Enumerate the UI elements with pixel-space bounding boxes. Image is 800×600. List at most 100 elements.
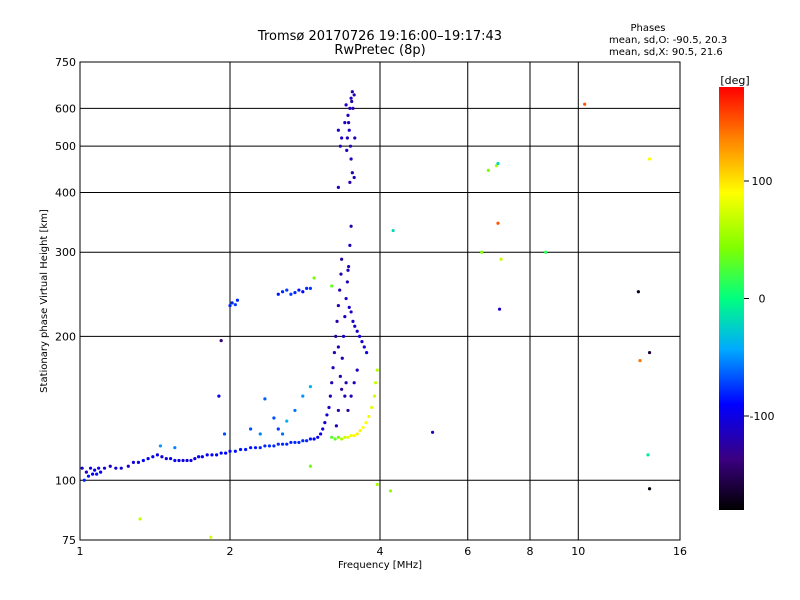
- data-point: [496, 161, 500, 166]
- data-point: [367, 414, 371, 419]
- data-point: [99, 470, 103, 474]
- grid-lines: [80, 62, 680, 540]
- data-point: [357, 334, 362, 338]
- data-point: [293, 290, 297, 295]
- data-point: [347, 264, 351, 269]
- data-point: [355, 329, 359, 333]
- data-point: [340, 356, 344, 360]
- data-point: [86, 474, 91, 478]
- data-point: [336, 303, 340, 308]
- chart-subtitle: RwPretec (8p): [334, 43, 425, 58]
- data-point: [91, 472, 95, 476]
- data-point: [244, 447, 248, 452]
- data-point: [372, 394, 377, 398]
- data-point: [319, 432, 323, 436]
- data-point: [238, 447, 243, 452]
- data-point: [345, 136, 349, 140]
- data-point: [355, 368, 359, 372]
- data-point: [263, 397, 267, 401]
- data-point: [249, 446, 253, 450]
- data-point: [583, 102, 587, 106]
- data-point: [334, 424, 338, 428]
- y-tick-label: 750: [55, 56, 76, 69]
- data-point: [84, 470, 88, 474]
- colorbar-ticks: 100 0 -100: [744, 175, 774, 423]
- y-tick-label: 200: [55, 330, 76, 343]
- data-point: [321, 427, 325, 431]
- data-point: [293, 440, 297, 445]
- data-point: [346, 268, 350, 272]
- data-point: [138, 517, 142, 521]
- stats-line-o: mean, sd,O: -90.5, 20.3: [609, 35, 727, 46]
- data-point: [338, 288, 342, 292]
- stats-heading: Phases: [630, 23, 665, 34]
- colorbar-tick-label: 100: [752, 175, 773, 188]
- data-point: [95, 472, 99, 476]
- x-tick-label: 8: [527, 545, 534, 558]
- data-point: [97, 466, 101, 470]
- data-point: [358, 429, 362, 433]
- data-point: [155, 453, 160, 457]
- data-point: [185, 458, 189, 463]
- data-point: [343, 435, 347, 439]
- data-point: [349, 157, 353, 161]
- data-point: [636, 290, 640, 294]
- data-point: [177, 458, 181, 463]
- chart-title: Tromsø 20170726 19:16:00–19:17:43: [257, 29, 502, 44]
- y-tick-label: 100: [55, 474, 76, 487]
- data-point: [297, 288, 301, 292]
- data-point: [375, 368, 379, 372]
- data-point: [108, 464, 112, 468]
- data-point: [215, 453, 219, 457]
- data-point: [308, 464, 313, 468]
- data-point: [285, 442, 289, 446]
- data-point: [497, 307, 502, 311]
- data-point: [228, 449, 232, 453]
- data-point: [348, 243, 352, 248]
- data-point: [197, 455, 201, 459]
- data-point: [352, 175, 356, 180]
- data-point: [169, 457, 173, 461]
- data-point: [82, 478, 86, 482]
- data-point: [334, 334, 338, 338]
- x-tick-label: 2: [227, 545, 234, 558]
- data-point: [285, 419, 289, 423]
- data-point: [340, 136, 344, 140]
- data-point: [494, 164, 499, 168]
- data-point: [219, 451, 223, 455]
- data-point: [280, 290, 285, 294]
- data-point: [323, 421, 327, 425]
- data-point: [496, 221, 500, 225]
- data-point: [312, 276, 316, 280]
- y-tick-label: 300: [55, 246, 76, 259]
- data-point: [350, 90, 354, 94]
- data-point: [349, 394, 353, 398]
- x-tick-label: 10: [571, 545, 585, 558]
- data-point: [646, 453, 650, 457]
- data-point: [131, 460, 136, 464]
- data-point: [349, 310, 353, 314]
- data-point: [230, 301, 234, 305]
- data-point: [233, 449, 237, 453]
- data-point: [249, 427, 253, 431]
- data-point: [276, 427, 280, 431]
- data-point: [233, 303, 237, 307]
- data-point: [333, 437, 337, 441]
- plot-frame: [79, 61, 681, 541]
- data-point: [374, 381, 378, 385]
- data-point: [272, 416, 276, 420]
- data-point: [119, 466, 123, 470]
- data-point: [332, 350, 336, 355]
- data-point: [355, 432, 359, 436]
- data-point: [347, 305, 351, 309]
- data-point: [339, 272, 343, 276]
- data-point: [486, 168, 490, 172]
- data-point: [126, 464, 130, 468]
- data-point: [544, 250, 548, 254]
- data-point: [344, 103, 348, 107]
- data-point: [308, 437, 313, 441]
- data-point: [235, 298, 240, 302]
- data-point: [181, 458, 185, 463]
- data-point: [647, 487, 652, 491]
